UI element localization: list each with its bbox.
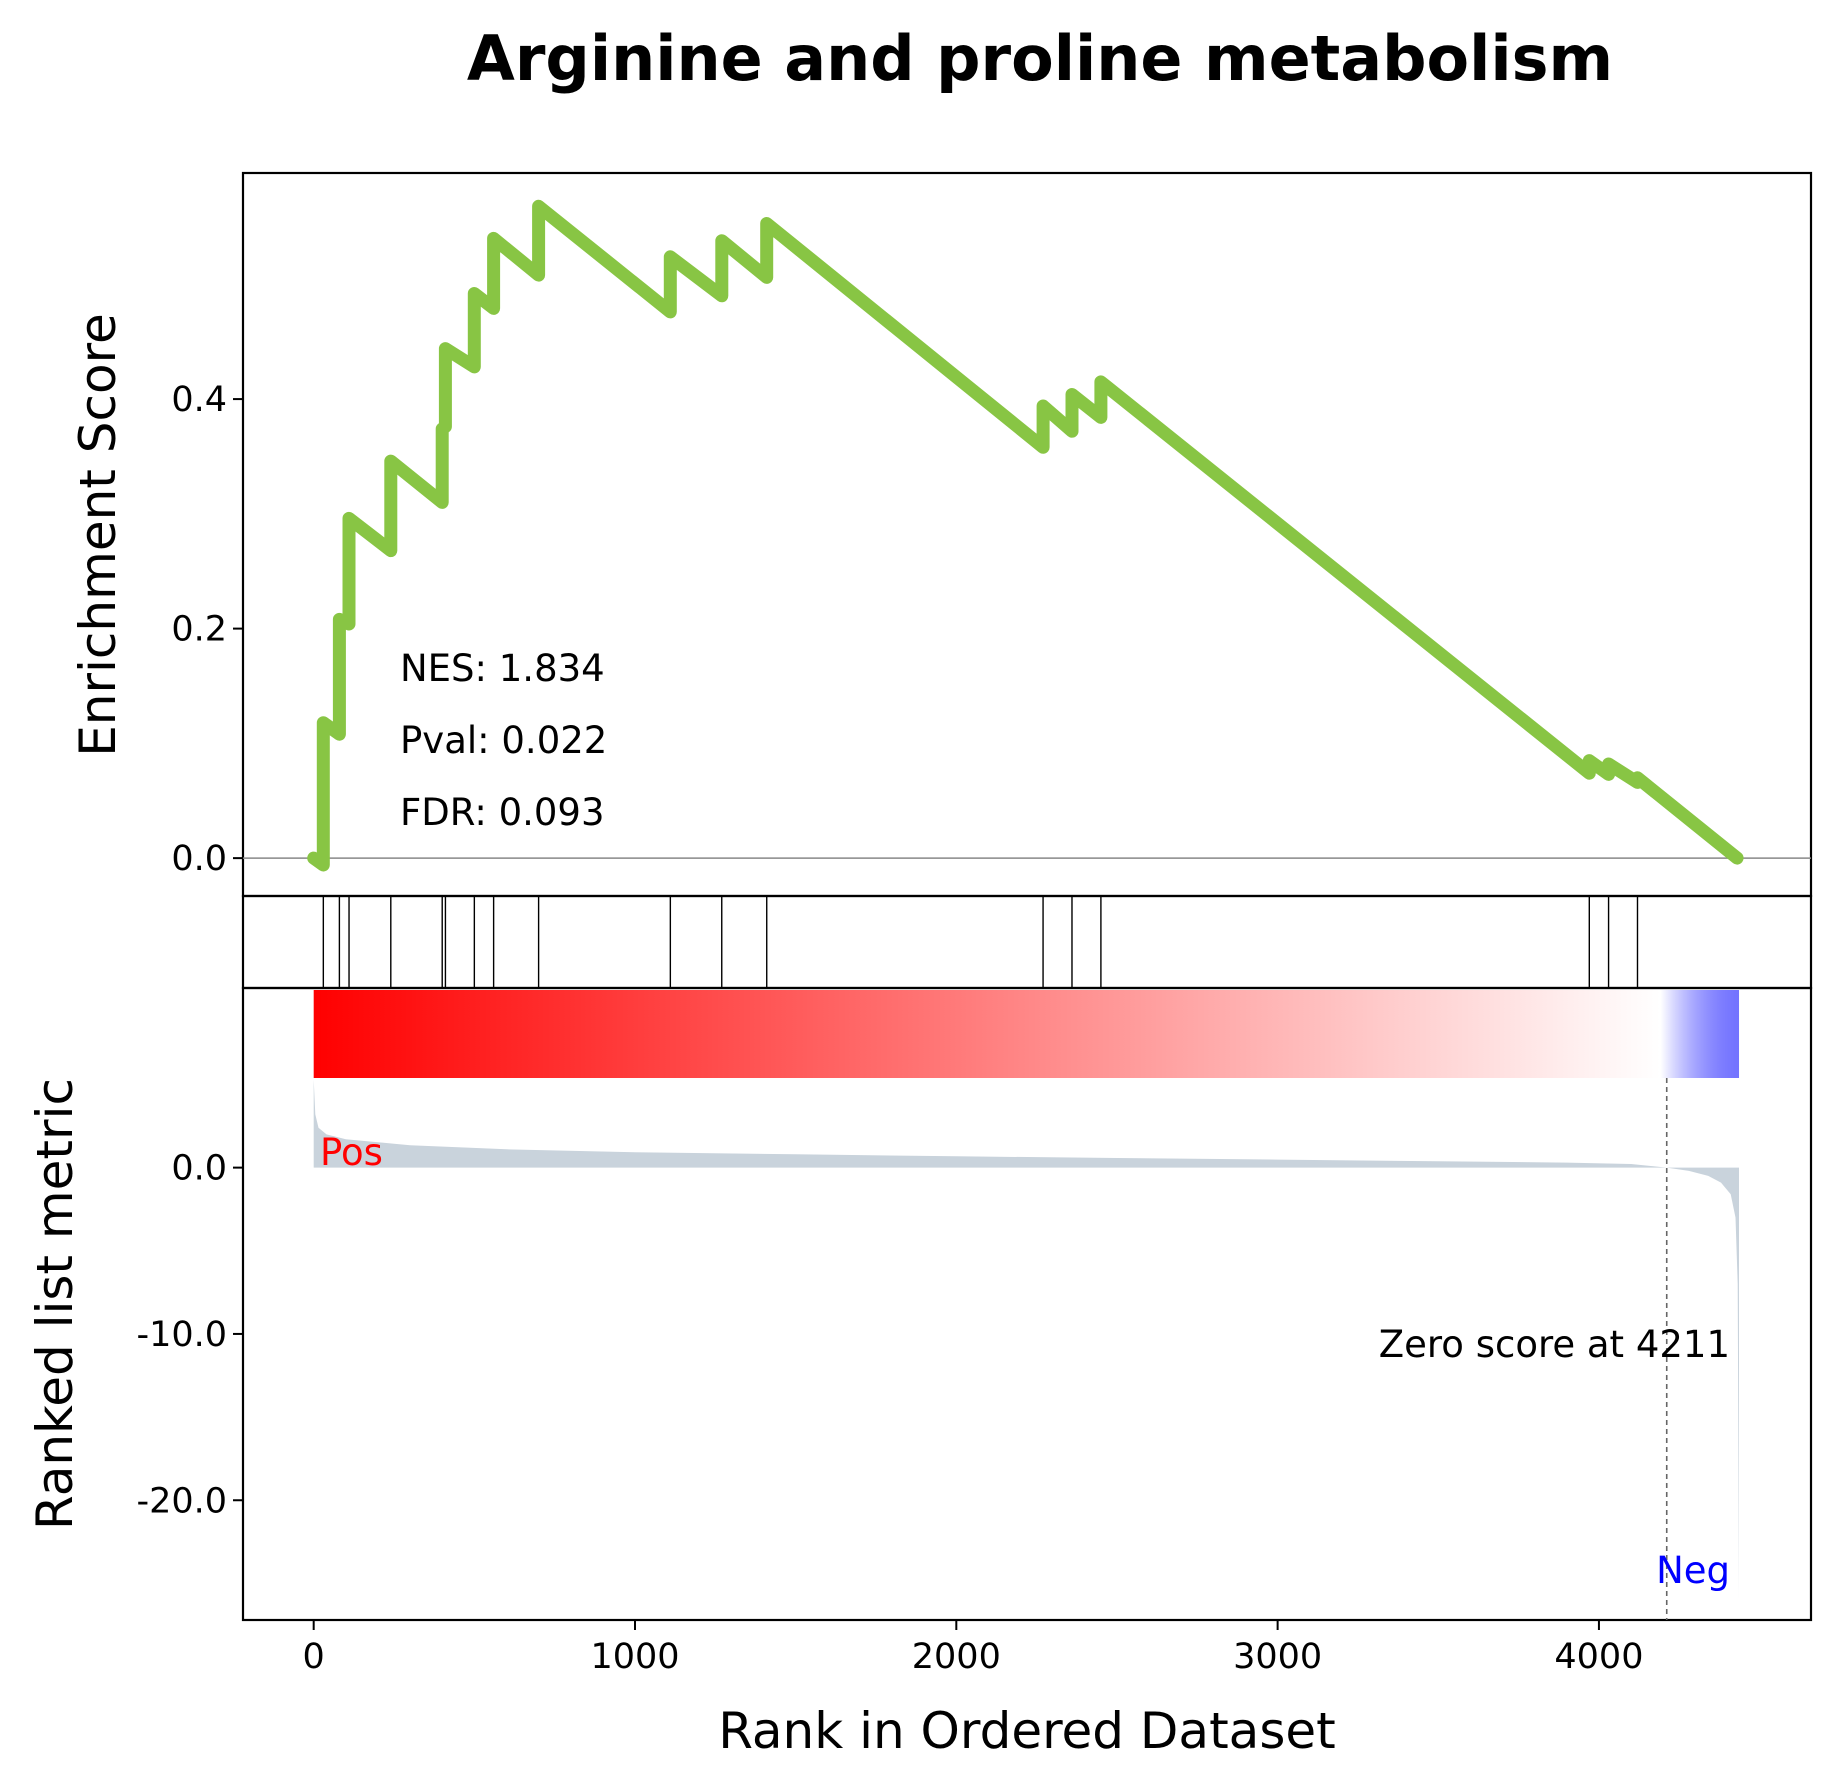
enrichment-panel: 0.0 0.2 0.4 NES: 1.834 Pval: 0.022 FDR: 0.… [69,171,1813,898]
pval-annotation: Pval: 0.022 [400,719,607,762]
fdr-annotation: FDR: 0.093 [400,791,605,834]
hit-markers [322,896,1639,988]
enrichment-y-axis-label: Enrichment Score [69,313,127,757]
enrichment-y-tick-label: 0.0 [171,839,227,879]
ranked-metric-y-tick-label: -10.0 [136,1315,227,1355]
enrichment-panel-frame [241,171,1813,898]
x-tick-label: 4000 [1554,1637,1643,1677]
ranked-metric-y-ticks: 0.0 -10.0 -20.0 [136,1149,243,1521]
x-axis-ticks: 0 1000 2000 3000 4000 [303,1620,1643,1677]
rank-color-gradient-bar [313,990,1740,1078]
ranked-metric-y-tick-label: 0.0 [171,1149,227,1189]
ranked-metric-panel: 0.0 -10.0 -20.0 Pos Neg Zero score at 4211… [26,986,1813,1622]
neg-label: Neg [1656,1549,1730,1592]
x-tick-label: 1000 [590,1637,679,1677]
ranked-metric-panel-frame [241,986,1813,1622]
ranked-metric-y-tick-label: -20.0 [136,1481,227,1521]
hits-panel [241,894,1813,990]
enrichment-score-line [307,199,1744,872]
hits-panel-frame [241,894,1813,990]
enrichment-y-ticks: 0.0 0.2 0.4 [171,380,243,879]
enrichment-y-tick-label: 0.4 [171,380,227,420]
x-tick-label: 0 [303,1637,325,1677]
zero-score-label: Zero score at 4211 [1379,1323,1730,1366]
x-tick-label: 2000 [912,1637,1001,1677]
x-axis-label: Rank in Ordered Dataset [718,1702,1335,1760]
pos-label: Pos [320,1131,383,1174]
chart-title: Arginine and proline metabolism [467,22,1613,95]
ranked-metric-y-axis-label: Ranked list metric [26,1078,84,1530]
x-tick-label: 3000 [1233,1637,1322,1677]
nes-annotation: NES: 1.834 [400,647,605,690]
enrichment-y-tick-label: 0.2 [171,610,227,650]
